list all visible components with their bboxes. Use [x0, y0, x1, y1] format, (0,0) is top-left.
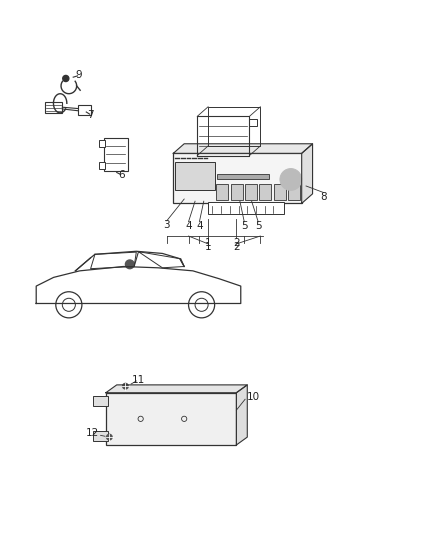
FancyBboxPatch shape: [250, 146, 257, 154]
Polygon shape: [106, 385, 247, 393]
Text: 5: 5: [255, 221, 261, 231]
Text: 1: 1: [205, 238, 212, 247]
FancyBboxPatch shape: [99, 140, 105, 147]
FancyBboxPatch shape: [176, 162, 215, 190]
Circle shape: [106, 434, 113, 441]
Text: 4: 4: [185, 221, 192, 231]
FancyBboxPatch shape: [250, 118, 257, 126]
FancyBboxPatch shape: [93, 396, 108, 406]
Text: 1: 1: [205, 242, 212, 252]
Text: 2: 2: [233, 238, 240, 247]
Polygon shape: [237, 385, 247, 445]
Text: 12: 12: [86, 428, 99, 438]
Circle shape: [280, 168, 302, 190]
FancyBboxPatch shape: [106, 393, 237, 445]
Polygon shape: [302, 144, 313, 204]
FancyBboxPatch shape: [45, 102, 62, 114]
Text: 9: 9: [75, 70, 82, 80]
Circle shape: [122, 383, 129, 390]
Text: 11: 11: [132, 375, 145, 385]
Text: 5: 5: [241, 221, 247, 231]
Circle shape: [125, 260, 134, 269]
FancyBboxPatch shape: [216, 184, 228, 200]
FancyBboxPatch shape: [99, 162, 105, 168]
Text: 4: 4: [196, 221, 203, 231]
Circle shape: [63, 76, 69, 82]
Text: 3: 3: [163, 220, 170, 230]
FancyBboxPatch shape: [274, 184, 286, 200]
FancyBboxPatch shape: [231, 184, 243, 200]
FancyBboxPatch shape: [78, 106, 92, 115]
Text: 10: 10: [247, 392, 260, 402]
Text: 7: 7: [87, 110, 94, 120]
FancyBboxPatch shape: [288, 184, 300, 200]
Text: 2: 2: [233, 242, 240, 252]
FancyBboxPatch shape: [104, 138, 127, 171]
FancyBboxPatch shape: [93, 431, 108, 441]
FancyBboxPatch shape: [259, 184, 271, 200]
Text: 8: 8: [320, 192, 327, 202]
FancyBboxPatch shape: [208, 202, 284, 214]
Polygon shape: [173, 144, 313, 154]
FancyBboxPatch shape: [245, 184, 257, 200]
Text: 6: 6: [118, 170, 124, 180]
FancyBboxPatch shape: [217, 174, 269, 180]
FancyBboxPatch shape: [173, 154, 302, 204]
